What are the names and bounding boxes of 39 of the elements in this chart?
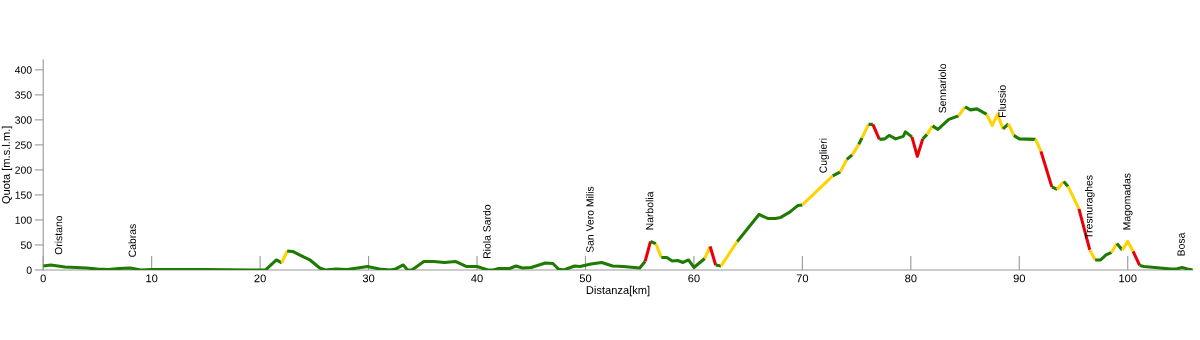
line-series [963,105,989,116]
x-tick-label: 10 [146,274,158,283]
line-series [735,203,804,243]
y-tick-label: 50 [20,241,32,249]
x-tick-label: 30 [362,274,375,283]
y-axis-title: Quota [m.s.l.m.] [1,126,13,204]
annotation: Sennariolo [938,63,947,113]
annotation: Riola Sardo [483,204,491,258]
annotation: Tresnuraghes [1084,175,1095,239]
annotation: Oristano [54,215,63,255]
x-tick-label: 20 [254,274,266,283]
line-series [659,255,707,269]
y-tick-label: 0 [26,266,32,274]
x-tick-label: 100 [1119,274,1137,283]
x-tick-label: 50 [579,274,592,283]
y-tick-label: 400 [14,66,32,74]
annotation: Bosa [1177,232,1185,256]
line-series [930,114,961,131]
y-tick-label: 350 [15,91,32,99]
x-tick-label: 70 [796,274,809,283]
y-tick-label: 250 [15,141,32,149]
x-tick-label: 80 [905,274,917,283]
annotation: Cabras [128,224,137,257]
x-tick-label: 0 [40,274,46,283]
y-tick-label: 150 [15,191,32,199]
annotation: San Vero Milis [586,186,594,253]
annotation: Narbolia [645,191,654,230]
annotation: Magomadas [1122,173,1133,230]
y-tick-label: 300 [15,116,32,124]
x-tick-label: 90 [1013,274,1026,283]
y-tick-label: 100 [15,216,32,224]
line-series [43,258,284,270]
x-tick-label: 40 [471,274,483,283]
x-tick-label: 60 [688,274,700,283]
y-tick-label: 200 [15,166,32,174]
line-series [877,130,914,141]
annotation: Flussio [998,85,1006,117]
x-axis-title: Distanza[km] [586,285,650,297]
annotation: Cuglieri [819,138,829,173]
